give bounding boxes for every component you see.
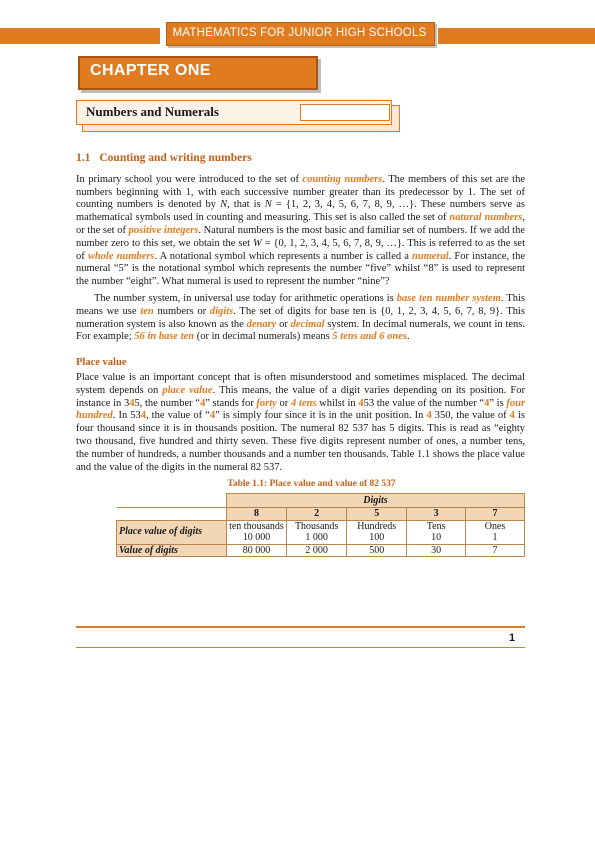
table-cell: 2 000 (285, 543, 348, 558)
table-group-header: Digits (225, 493, 526, 509)
keyword-denary: denary (246, 318, 277, 330)
page-content: 1.1 Counting and writing numbers In prima… (76, 152, 526, 558)
subsection-number: 1.1 (76, 152, 91, 164)
digit-header: 7 (465, 507, 525, 521)
chapter-title: CHAPTER ONE (90, 62, 211, 79)
table-row: Place value of digits ten thousands 10 00… (116, 519, 525, 545)
paragraph-counting-numbers: In primary school you were introduced to… (76, 173, 525, 288)
chapter-box (78, 56, 318, 90)
header-left-bar (0, 28, 160, 44)
table-cell: Tens 10 (406, 519, 467, 545)
digit-header: 8 (225, 507, 287, 521)
table-corner (116, 493, 227, 509)
keyword-forty: forty (256, 397, 277, 409)
subsection-heading: 1.1 Counting and writing numbers (76, 152, 525, 165)
row-label: Place value of digits (116, 519, 227, 545)
table-cell: Thousands 1 000 (285, 519, 348, 545)
keyword-counting-numbers: counting numbers (302, 173, 383, 185)
footer-rule-top (76, 626, 525, 628)
header-right-bar (438, 28, 595, 44)
section-title: Numbers and Numerals (86, 104, 219, 119)
header-tab (166, 22, 435, 46)
section-box-decoration (300, 104, 390, 121)
table-cell: Ones 1 (465, 519, 525, 545)
keyword-base-ten: base ten number system (396, 292, 501, 304)
digit-header: 2 (285, 507, 348, 521)
place-value-heading: Place value (76, 357, 127, 369)
subsection-title: Counting and writing numbers (99, 152, 252, 164)
digit-header: 3 (406, 507, 467, 521)
place-value-table: Digits 8 2 5 3 7 Place value of digits t… (116, 493, 526, 558)
table-cell: 30 (406, 543, 467, 558)
keyword-decimal: decimal (290, 318, 325, 330)
paragraph-place-value: Place value is an important concept that… (76, 371, 526, 473)
digit-header: 5 (346, 507, 408, 521)
keyword-numeral: numeral (411, 250, 449, 262)
footer-rule-bottom (76, 647, 525, 648)
table-row: Value of digits 80 000 2 000 500 30 7 (116, 543, 525, 558)
keyword-56-base-ten: 56 in base ten (134, 331, 195, 343)
table-cell: 80 000 (225, 543, 287, 558)
table-caption: Table 1.1: Place value and value of 82 5… (227, 479, 396, 490)
table-cell: 7 (465, 543, 525, 558)
page-number: 1 (509, 632, 516, 644)
table-cell: 500 (346, 543, 408, 558)
keyword-ten: ten (140, 305, 154, 317)
keyword-place-value: place value (162, 384, 213, 396)
keyword-positive-integers: positive integers (128, 224, 199, 236)
row-label: Value of digits (116, 543, 227, 558)
keyword-digits: digits (209, 305, 234, 317)
paragraph-base-ten: The number system, in universal use toda… (76, 292, 525, 343)
table-cell: Hundreds 100 (346, 519, 408, 545)
running-header-title: MATHEMATICS FOR JUNIOR HIGH SCHOOLS (172, 27, 427, 39)
keyword-whole-numbers: whole numbers (87, 250, 155, 262)
keyword-four-hundred: four hundred (76, 397, 526, 422)
table-cell: ten thousands 10 000 (225, 519, 287, 545)
keyword-5-tens-6-ones: 5 tens and 6 ones (332, 331, 408, 343)
keyword-natural-numbers: natural numbers (449, 212, 523, 224)
keyword-4-tens: 4 tens (290, 397, 317, 409)
